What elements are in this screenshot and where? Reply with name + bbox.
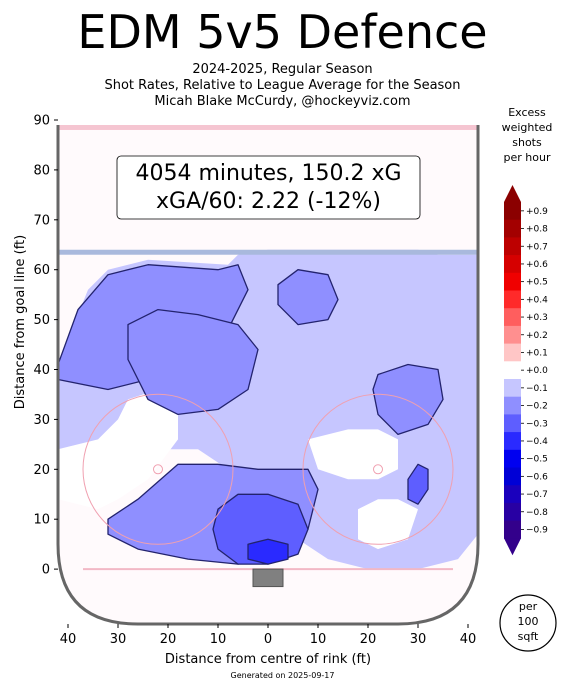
colorbar-cell — [504, 379, 521, 398]
colorbar-tick-label: +0.2 — [526, 331, 548, 341]
x-tick-label: 20 — [360, 632, 377, 647]
x-tick-label: 0 — [264, 632, 272, 647]
colorbar-cell — [504, 308, 521, 327]
blue-line — [58, 249, 478, 255]
colorbar-tick-label: +0.4 — [526, 295, 548, 305]
colorbar-tick-label: −0.8 — [526, 508, 548, 518]
x-tick-label: 40 — [60, 632, 77, 647]
colorbar-tick-label: −0.3 — [526, 419, 548, 429]
unit-line: sqft — [518, 630, 539, 643]
colorbar-cell — [504, 449, 521, 468]
subtitle-description: Shot Rates, Relative to League Average f… — [104, 78, 461, 93]
annotation-minutes-xg: 4054 minutes, 150.2 xG — [135, 161, 401, 186]
y-tick-label: 50 — [33, 313, 50, 328]
legend-title-line: weighted — [502, 121, 553, 134]
colorbar-tick-label: +0.8 — [526, 225, 548, 235]
legend-title-line: Excess — [508, 106, 546, 119]
colorbar-tick-label: +0.5 — [526, 278, 548, 288]
colorbar-tick-label: −0.6 — [526, 472, 548, 482]
colorbar-cell — [504, 290, 521, 309]
colorbar-tick-label: +0.0 — [526, 366, 548, 376]
y-tick-label: 80 — [33, 163, 50, 178]
x-tick-label: 40 — [460, 632, 477, 647]
colorbar-cell — [504, 467, 521, 486]
colorbar-cell — [504, 255, 521, 274]
colorbar-cell — [504, 343, 521, 362]
colorbar-tick-label: +0.7 — [526, 242, 548, 252]
annotation-box: 4054 minutes, 150.2 xG xGA/60: 2.22 (-12… — [116, 155, 421, 220]
colorbar-cell — [504, 325, 521, 345]
goal-net — [252, 568, 284, 588]
colorbar-tick-label: +0.1 — [526, 348, 548, 358]
colorbar-tick-label: −0.2 — [526, 402, 548, 412]
colorbar-tick-label: +0.6 — [526, 260, 548, 270]
y-tick-label: 0 — [42, 563, 50, 578]
legend-title-line: shots — [512, 136, 542, 149]
colorbar-tick-label: −0.1 — [526, 384, 548, 394]
annotation-xga: xGA/60: 2.22 (-12%) — [156, 189, 381, 214]
colorbar-tick-label: −0.7 — [526, 490, 548, 500]
colorbar: +0.9 +0.8 +0.7 +0.6 +0.5 +0.4 +0.3 +0.2 +0.1 +0.0… — [504, 185, 548, 556]
colorbar-tick-label: −0.5 — [526, 455, 548, 465]
region-1 — [58, 389, 178, 510]
region-7 — [372, 363, 444, 436]
y-tick-label: 20 — [33, 463, 50, 478]
colorbar-cell — [504, 432, 521, 451]
colorbar-cell — [504, 272, 521, 291]
y-axis-label: Distance from goal line (ft) — [13, 235, 28, 409]
y-tick-label: 60 — [33, 263, 50, 278]
end-boards-line — [58, 124, 478, 130]
colorbar-tick-label: −0.9 — [526, 525, 548, 535]
subtitle-author: Micah Blake McCurdy, @hockeyviz.com — [154, 94, 411, 109]
colorbar-max-arrow — [504, 185, 521, 202]
generated-note: Generated on 2025-09-17 — [230, 671, 335, 680]
legend-title: Excess weighted shots per hour — [502, 106, 553, 164]
y-tick-label: 40 — [33, 363, 50, 378]
x-tick-label: 10 — [310, 632, 327, 647]
y-tick-label: 90 — [33, 114, 50, 129]
colorbar-tick-label: +0.3 — [526, 313, 548, 323]
x-tick-label: 30 — [110, 632, 127, 647]
colorbar-cell — [504, 520, 521, 539]
y-tick-label: 70 — [33, 213, 50, 228]
colorbar-cell — [504, 237, 521, 256]
y-tick-label: 30 — [33, 413, 50, 428]
x-tick-label: 30 — [410, 632, 427, 647]
faceoff-dot — [153, 464, 163, 475]
faceoff-circle — [82, 393, 234, 545]
colorbar-cell — [504, 502, 521, 522]
region-6 — [127, 308, 259, 416]
colorbar-tick-label: −0.4 — [526, 437, 548, 447]
region-11 — [247, 538, 289, 565]
unit-line: 100 — [518, 615, 539, 628]
faceoff-dot — [373, 464, 383, 475]
colorbar-cell — [504, 485, 521, 504]
colorbar-cell — [504, 414, 521, 433]
colorbar-cell — [504, 202, 521, 221]
unit-line: per — [519, 600, 538, 613]
y-tick-label: 10 — [33, 513, 50, 528]
region-2 — [358, 499, 418, 550]
axes: 40 30 20 10 0 10 20 30 40 0 10 20 30 40 50 60 70 80 90 Dist… — [13, 114, 476, 668]
colorbar-cell — [504, 396, 521, 415]
faceoff-circle — [302, 393, 454, 545]
colorbar-cell — [504, 361, 521, 380]
x-tick-label: 10 — [210, 632, 227, 647]
chart-title: EDM 5v5 Defence — [77, 5, 488, 59]
colorbar-cell — [504, 219, 521, 238]
x-tick-label: 20 — [160, 632, 177, 647]
colorbar-min-arrow — [504, 538, 521, 556]
x-axis-label: Distance from centre of rink (ft) — [165, 652, 371, 667]
region-5 — [277, 269, 339, 326]
region-3 — [308, 429, 398, 480]
rink-markings — [58, 124, 478, 588]
legend-title-line: per hour — [504, 151, 551, 164]
subtitle-season: 2024-2025, Regular Season — [192, 62, 373, 77]
colorbar-tick-label: +0.9 — [526, 207, 548, 217]
unit-badge: per 100 sqft — [499, 594, 557, 652]
region-10 — [407, 463, 429, 505]
shot-rate-regions — [58, 249, 478, 570]
